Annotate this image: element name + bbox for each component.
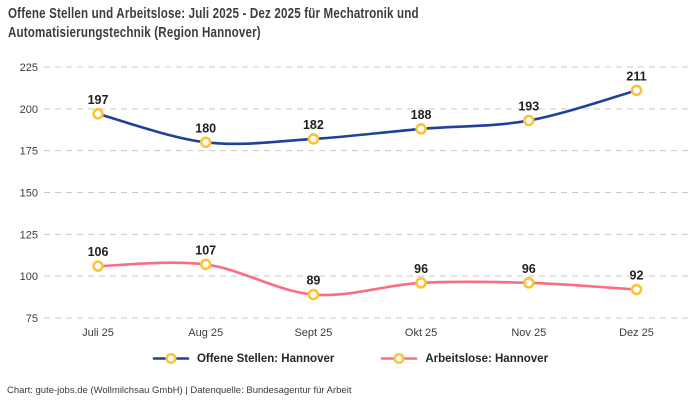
y-tick-label: 150: [20, 188, 38, 200]
data-point-marker[interactable]: [522, 114, 535, 127]
data-point-label: 106: [88, 245, 109, 259]
series-line: [96, 89, 638, 146]
y-tick-label: 75: [26, 313, 38, 325]
x-tick-label: Dez 25: [619, 327, 654, 339]
arbeitslose-line-swatch: [381, 352, 418, 365]
data-point-marker[interactable]: [307, 133, 320, 145]
data-point-label: 197: [88, 93, 109, 107]
legend-item-arbeitslose[interactable]: Arbeitslose: Hannover: [380, 352, 548, 365]
data-point-label: 180: [195, 121, 216, 135]
data-point-marker[interactable]: [199, 258, 212, 271]
data-point-label: 193: [518, 100, 539, 114]
x-tick-label: Aug 25: [188, 327, 223, 339]
legend-item-offene-stellen[interactable]: Offene Stellen: Hannover: [152, 352, 334, 365]
data-point-marker[interactable]: [92, 108, 104, 120]
series-line: [96, 261, 638, 297]
data-point-label: 96: [522, 262, 536, 276]
y-tick-label: 200: [20, 104, 38, 116]
data-point-marker[interactable]: [415, 123, 427, 135]
data-point-label: 182: [303, 118, 324, 132]
data-point-label: 188: [411, 108, 432, 122]
data-point-marker[interactable]: [92, 260, 104, 272]
x-tick-label: Okt 25: [405, 327, 437, 339]
data-point-marker[interactable]: [630, 84, 643, 97]
legend: Offene Stellen: Hannover Arbeitslose: Ha…: [0, 352, 700, 365]
data-point-marker[interactable]: [415, 277, 427, 289]
data-point-marker[interactable]: [199, 136, 212, 149]
offene-stellen-line-swatch: [152, 352, 190, 365]
data-point-marker[interactable]: [630, 283, 643, 296]
data-point-label: 96: [414, 262, 428, 276]
x-tick-label: Nov 25: [511, 327, 546, 339]
line-chart: 225 200 175 150 125 100 75 Juli 25 Aug 25 Sept 25…: [20, 62, 692, 339]
x-tick-label: Juli 25: [82, 327, 114, 339]
legend-label-arbeitslose: Arbeitslose: Hannover: [425, 352, 549, 365]
y-tick-label: 175: [20, 146, 38, 158]
data-point-marker[interactable]: [307, 288, 320, 301]
data-point-label: 92: [630, 269, 644, 283]
y-tick-label: 100: [20, 271, 38, 283]
y-tick-label: 225: [20, 62, 38, 74]
data-point-label: 89: [306, 274, 320, 288]
chart-title: Offene Stellen und Arbeitslose: Juli 202…: [8, 5, 419, 43]
data-point-label: 211: [626, 69, 646, 83]
y-tick-label: 125: [20, 229, 38, 241]
data-point-marker[interactable]: [522, 277, 535, 289]
chart-title-line1: Offene Stellen und Arbeitslose: Juli 202…: [8, 6, 419, 22]
attribution: Chart: gute-jobs.de (Wollmilchsau GmbH) …: [7, 385, 352, 396]
x-tick-label: Sept 25: [294, 327, 332, 339]
chart-title-line2: Automatisierungstechnik (Region Hannover…: [8, 25, 261, 41]
legend-label-offene-stellen: Offene Stellen: Hannover: [196, 352, 335, 365]
data-point-label: 107: [195, 243, 216, 257]
